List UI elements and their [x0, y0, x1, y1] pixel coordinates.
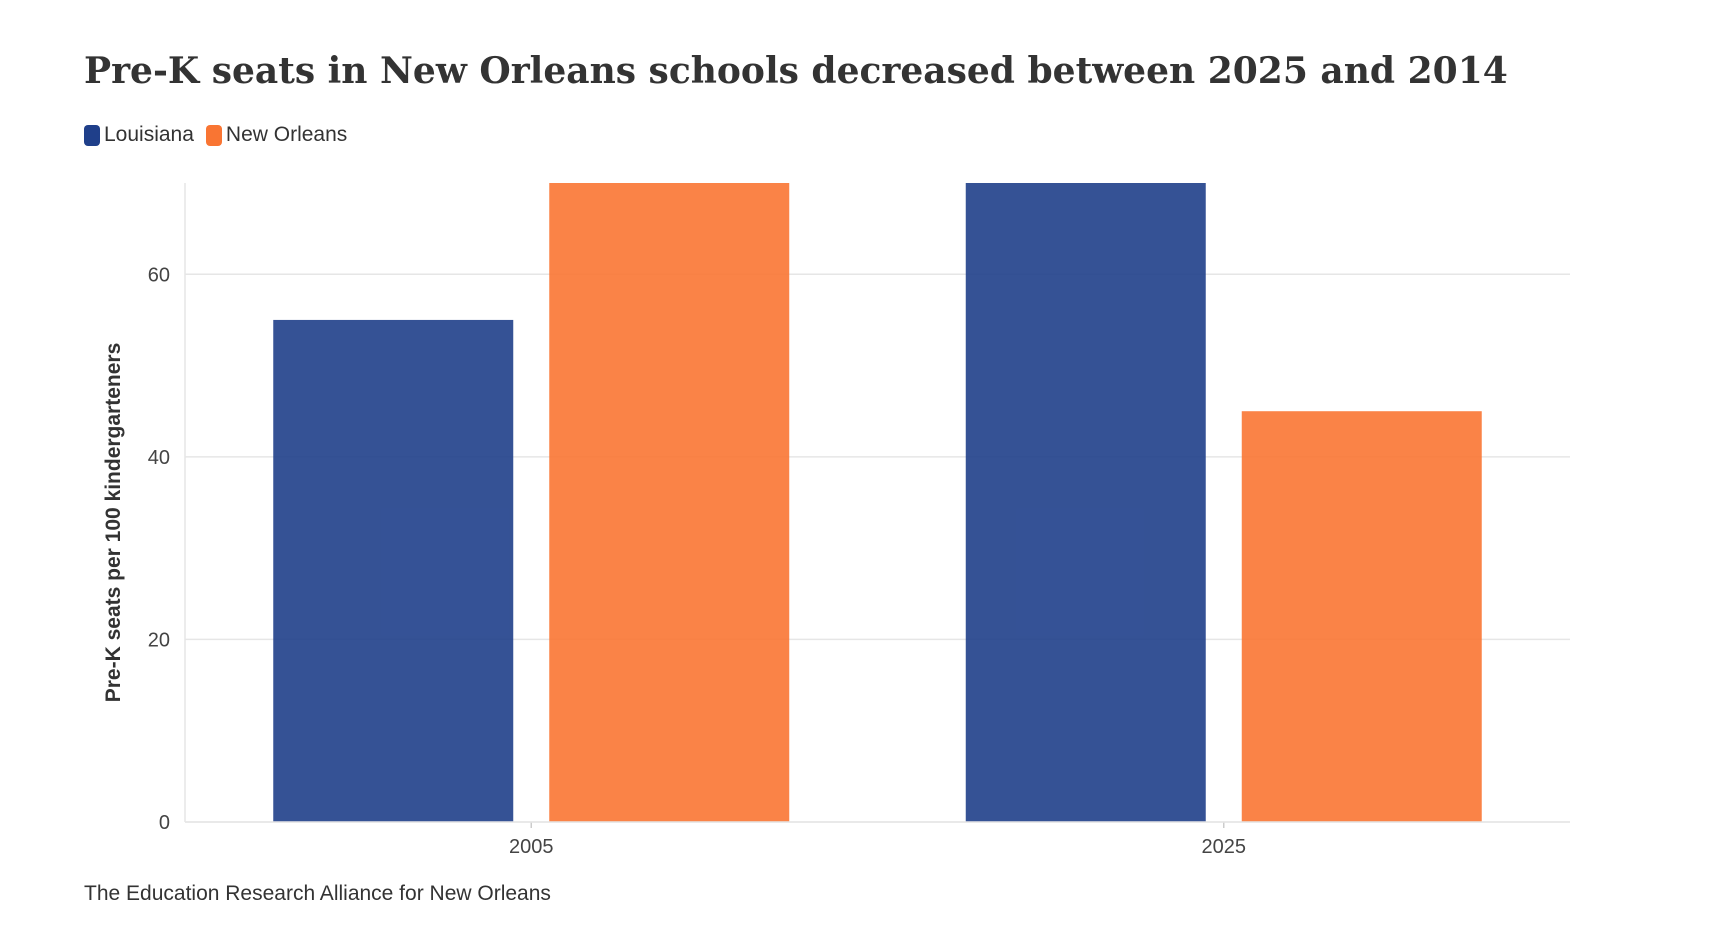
source-note: The Education Research Alliance for New … — [84, 882, 551, 905]
y-tick-label-40: 40 — [148, 447, 170, 469]
x-tick-label-2005: 2005 — [509, 836, 554, 858]
legend-swatch-new-orleans — [205, 124, 222, 146]
chart-title: Pre-K seats in New Orleans schools decre… — [84, 50, 1508, 92]
legend-label-louisiana: Louisiana — [104, 123, 194, 146]
x-tick-label-2025: 2025 — [1202, 836, 1247, 858]
legend-swatch-louisiana — [84, 124, 100, 146]
y-axis-title: Pre-K seats per 100 kindergarteners — [102, 343, 125, 703]
y-tick-label-0: 0 — [159, 812, 170, 834]
legend-label-new-orleans: New Orleans — [225, 123, 348, 146]
legend-item-louisiana[interactable]: Louisiana — [84, 123, 194, 147]
bar-louisiana-2025[interactable] — [965, 183, 1206, 822]
legend-item-new-orleans[interactable]: New Orleans — [205, 123, 348, 147]
bar-new-orleans-2005[interactable] — [549, 183, 790, 822]
bar-louisiana-2005[interactable] — [273, 319, 514, 822]
legend: Louisiana New Orleans — [84, 123, 347, 147]
y-tick-label-60: 60 — [148, 264, 170, 286]
bar-new-orleans-2025[interactable] — [1241, 411, 1482, 822]
y-tick-label-20: 20 — [148, 629, 170, 651]
